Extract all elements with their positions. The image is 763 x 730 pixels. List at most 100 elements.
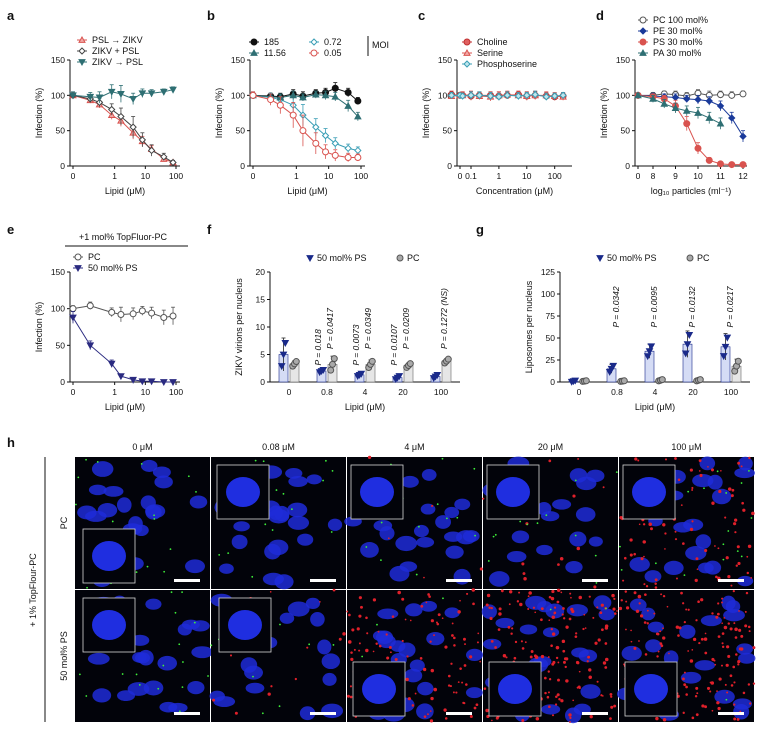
liposome-signal (644, 653, 648, 656)
liposome-signal (697, 600, 700, 603)
data-point (138, 307, 146, 315)
data-point (649, 94, 657, 102)
liposome-signal (346, 694, 350, 698)
data-point (311, 90, 320, 98)
nucleus (233, 521, 250, 532)
liposome-signal (691, 649, 694, 651)
liposome-signal (721, 645, 725, 649)
x-axis-label: Concentration (μM) (476, 186, 553, 196)
liposome-signal (737, 461, 741, 465)
virion-signal (436, 503, 439, 506)
liposome-signal (365, 648, 369, 653)
liposome-signal (350, 651, 353, 654)
p-value: P = 0.0073 (351, 324, 361, 365)
data-point (138, 90, 147, 98)
liposome-signal (547, 656, 550, 659)
micrograph (211, 457, 346, 590)
nucleus (569, 531, 587, 547)
liposome-signal (497, 628, 501, 631)
liposome-signal (306, 646, 309, 649)
data-point (682, 106, 691, 114)
legend-marker (78, 47, 86, 55)
liposome-signal (490, 606, 493, 610)
liposome-signal (642, 523, 646, 526)
liposome-signal (734, 518, 738, 522)
liposome-signal (711, 501, 715, 505)
liposome-signal (483, 687, 487, 690)
y-tick-label: 125 (541, 267, 555, 277)
data-point (331, 151, 339, 159)
virion-signal (740, 555, 743, 558)
virion-signal (545, 514, 548, 517)
x-tick-label: 10 (141, 171, 151, 181)
liposome-signal (572, 699, 575, 702)
nucleus (322, 672, 337, 686)
nucleus (360, 541, 379, 558)
liposome-signal (476, 641, 479, 644)
liposome-signal (386, 656, 390, 660)
liposome-signal (332, 588, 336, 592)
liposome-signal (593, 585, 597, 589)
legend-label: 11.56 (264, 48, 286, 58)
liposome-signal (508, 603, 511, 606)
liposome-signal (540, 607, 544, 611)
liposome-signal (570, 607, 574, 612)
p-value: P = 0.0417 (325, 308, 335, 349)
liposome-signal (548, 678, 552, 681)
virion-signal (526, 523, 529, 526)
data-point (147, 90, 156, 98)
liposome-signal (732, 590, 735, 593)
virion-signal (181, 591, 183, 593)
liposome-signal (685, 685, 688, 689)
liposome-signal (488, 606, 491, 609)
liposome-signal (551, 615, 556, 620)
liposome-signal (447, 674, 451, 678)
liposome-signal (613, 704, 617, 708)
liposome-signal (457, 681, 460, 684)
liposome-signal (662, 523, 666, 527)
nucleus (416, 537, 435, 548)
liposome-signal (562, 649, 566, 653)
liposome-signal (521, 647, 525, 650)
liposome-signal (575, 632, 578, 635)
micrograph (344, 455, 483, 589)
legend-label: PC (88, 252, 101, 262)
virion-signal (163, 570, 166, 573)
liposome-signal (577, 457, 580, 460)
inset-nucleus (498, 674, 532, 704)
liposome-signal (746, 555, 749, 558)
y-axis-label: Infection (%) (34, 88, 44, 139)
y-tick-label: 50 (56, 126, 66, 136)
liposome-signal (730, 684, 734, 687)
nucleus (629, 598, 647, 612)
legend-marker (639, 16, 647, 24)
liposome-signal (365, 616, 368, 620)
data-point (249, 91, 257, 99)
x-tick-label: 10 (324, 171, 334, 181)
y-tick-label: 100 (616, 90, 630, 100)
liposome-signal (687, 650, 690, 652)
virion-signal (254, 459, 257, 462)
nucleus (566, 604, 588, 617)
nucleus (244, 665, 263, 680)
liposome-signal (680, 591, 683, 595)
liposome-signal (629, 538, 633, 542)
liposome-signal (683, 620, 686, 624)
nucleus (453, 568, 471, 585)
liposome-signal (689, 527, 694, 532)
liposome-signal (511, 627, 514, 630)
virion-signal (218, 553, 221, 556)
liposome-signal (534, 611, 537, 614)
liposome-signal (554, 703, 558, 706)
liposome-signal (569, 716, 572, 720)
liposome-signal (694, 578, 698, 583)
legend-label: Choline (477, 37, 508, 47)
liposome-signal (696, 568, 699, 570)
liposome-signal (423, 715, 427, 718)
y-tick-label: 0 (625, 161, 630, 171)
liposome-signal (660, 644, 664, 648)
nucleus (481, 604, 497, 619)
liposome-signal (717, 706, 721, 711)
legend: PC 100 mol%PE 30 mol%PS 30 mol%PA 30 mol… (638, 15, 708, 58)
virion-signal (594, 554, 597, 557)
